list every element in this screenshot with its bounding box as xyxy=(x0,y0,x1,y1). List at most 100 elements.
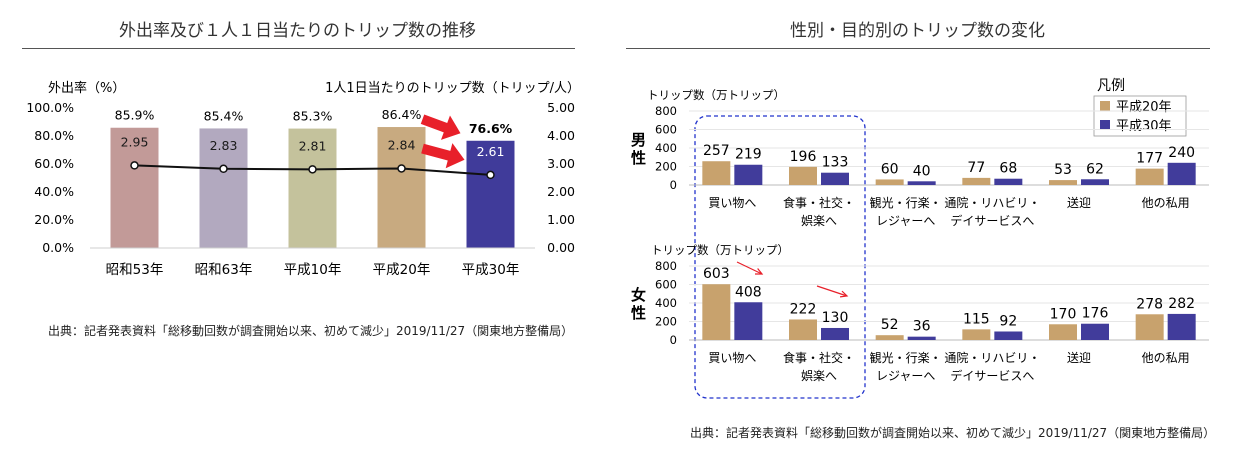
bar-h20 xyxy=(875,179,904,185)
gender-label: 性 xyxy=(631,149,646,167)
bar-value-label-h20: 222 xyxy=(790,301,817,317)
right-y-tick-label: 400 xyxy=(655,141,677,155)
right-y-tick-label: 0 xyxy=(670,178,677,192)
legend-title: 凡例 xyxy=(1097,78,1125,94)
left-source-note: 出典：記者発表資料「総移動回数が調査開始以来、初めて減少」2019/11/27（… xyxy=(48,324,574,338)
right-x-category-label: デイサービスへ xyxy=(950,213,1034,228)
right-y-tick-label: 800 xyxy=(655,104,677,118)
bar-h30 xyxy=(821,172,849,185)
bar-value-label-h20: 196 xyxy=(790,149,817,165)
right-x-category-label: 送迎 xyxy=(1067,195,1091,210)
legend-label-h20: 平成20年 xyxy=(1116,100,1172,115)
bar-value-label-h30: 133 xyxy=(822,155,849,171)
bar-h20 xyxy=(962,177,991,185)
bar-value-label-h20: 278 xyxy=(1136,296,1163,312)
outing-rate-bar xyxy=(288,128,337,248)
bar-h20 xyxy=(1135,168,1164,185)
left-y-tick-label: 20.0% xyxy=(34,212,74,227)
right-y-tick-label: 600 xyxy=(655,123,677,137)
left-y2-axis-title: 1人1日当たりのトリップ数（トリップ/人） xyxy=(325,81,580,96)
bar-value-label-h20: 60 xyxy=(881,161,899,177)
right-y-tick-label: 200 xyxy=(655,160,677,174)
left-title-rule xyxy=(22,48,575,49)
outing-rate-value-label: 85.3% xyxy=(293,109,333,124)
left-x-category-label: 昭和53年 xyxy=(106,262,164,278)
left-y-tick-label: 40.0% xyxy=(34,184,74,199)
bar-h20 xyxy=(1135,314,1164,340)
right-x-category-label: 娯楽へ xyxy=(801,369,837,383)
right-panel-title: 性別・目的別のトリップ数の変化 xyxy=(790,21,1045,41)
bar-value-label-h20: 53 xyxy=(1054,162,1072,178)
gender-label: 女 xyxy=(631,286,646,304)
bar-h30 xyxy=(734,302,763,340)
left-x-category-label: 昭和63年 xyxy=(195,262,253,278)
right-x-category-label: 通院・リハビリ・ xyxy=(944,351,1040,365)
right-y-tick-label: 0 xyxy=(670,333,677,347)
trip-count-value-label: 2.83 xyxy=(210,138,238,153)
left-y2-tick-label: 3.00 xyxy=(547,156,575,171)
left-x-category-label: 平成30年 xyxy=(462,262,520,278)
right-y-axis-title: トリップ数（万トリップ） xyxy=(647,88,785,102)
bar-h30 xyxy=(1167,313,1196,340)
bar-value-label-h30: 62 xyxy=(1086,161,1104,177)
legend-swatch-h30 xyxy=(1100,120,1110,130)
left-x-category-label: 平成10年 xyxy=(284,262,342,278)
left-y2-tick-label: 0.00 xyxy=(547,240,575,255)
left-y2-tick-label: 1.00 xyxy=(547,212,575,227)
outing-rate-bar xyxy=(110,127,159,248)
bar-h30 xyxy=(907,181,936,185)
outing-rate-value-label: 86.4% xyxy=(382,107,422,122)
bar-h30 xyxy=(994,178,1023,185)
trip-count-value-label: 2.84 xyxy=(388,137,416,152)
right-x-category-label: 他の私用 xyxy=(1142,351,1190,365)
outing-rate-value-label: 85.9% xyxy=(115,108,155,123)
right-x-category-label: 観光・行楽・ xyxy=(870,351,942,365)
legend-swatch-h20 xyxy=(1100,101,1110,111)
right-x-category-label: 食事・社交・ xyxy=(783,195,855,210)
bar-h20 xyxy=(962,329,991,340)
bar-h30 xyxy=(907,336,936,340)
left-chart: 外出率（%） 1人1日当たりのトリップ数（トリップ/人） 0.0% 20.0% 40.0… xyxy=(26,80,580,278)
right-x-category-label: デイサービスへ xyxy=(950,368,1034,383)
right-y-axis-title: トリップ数（万トリップ） xyxy=(651,243,789,257)
right-x-category-label: 食事・社交・ xyxy=(783,350,855,365)
bar-h30 xyxy=(1081,323,1109,340)
highlight-arrow-outing-rate xyxy=(420,114,461,140)
right-x-category-label: レジャーへ xyxy=(876,369,935,383)
trip-count-point xyxy=(130,161,139,170)
bar-h30 xyxy=(821,327,849,340)
trip-count-value-label: 2.61 xyxy=(477,144,505,159)
category-highlight-box xyxy=(694,115,866,399)
bar-h20 xyxy=(789,166,817,185)
bar-value-label-h30: 219 xyxy=(735,147,762,163)
trip-count-value-label: 2.81 xyxy=(299,138,327,153)
bar-h20 xyxy=(702,161,731,185)
left-y2-tick-label: 2.00 xyxy=(547,184,575,199)
outing-rate-value-label: 85.4% xyxy=(204,108,244,123)
bar-value-label-h30: 408 xyxy=(735,284,762,300)
bar-value-label-h20: 603 xyxy=(703,266,730,282)
left-y2-tick-label: 5.00 xyxy=(547,100,575,115)
bar-h20 xyxy=(1049,180,1077,185)
bar-value-label-h30: 40 xyxy=(913,163,931,179)
bar-h30 xyxy=(1081,179,1109,185)
legend-label-h30: 平成30年 xyxy=(1116,119,1172,134)
right-y-tick-label: 400 xyxy=(655,296,677,310)
bar-h20 xyxy=(1049,324,1077,340)
bar-h20 xyxy=(702,284,731,340)
left-y-tick-label: 60.0% xyxy=(34,156,74,171)
bar-value-label-h20: 177 xyxy=(1136,151,1163,167)
bar-value-label-h30: 68 xyxy=(999,161,1017,177)
right-x-category-label: 買い物へ xyxy=(708,196,756,210)
bar-value-label-h20: 77 xyxy=(967,160,985,176)
right-x-category-label: 観光・行楽・ xyxy=(870,196,942,210)
right-source-note: 出典：記者発表資料「総移動回数が調査開始以来、初めて減少」2019/11/27（… xyxy=(690,426,1216,440)
right-x-category-label: レジャーへ xyxy=(876,214,935,228)
outing-rate-bar xyxy=(377,127,426,248)
left-y-tick-label: 80.0% xyxy=(34,128,74,143)
left-y-axis-title: 外出率（%） xyxy=(48,80,125,96)
bar-h20 xyxy=(789,319,817,340)
right-x-category-label: 他の私用 xyxy=(1142,196,1190,210)
bar-value-label-h30: 36 xyxy=(913,319,931,335)
